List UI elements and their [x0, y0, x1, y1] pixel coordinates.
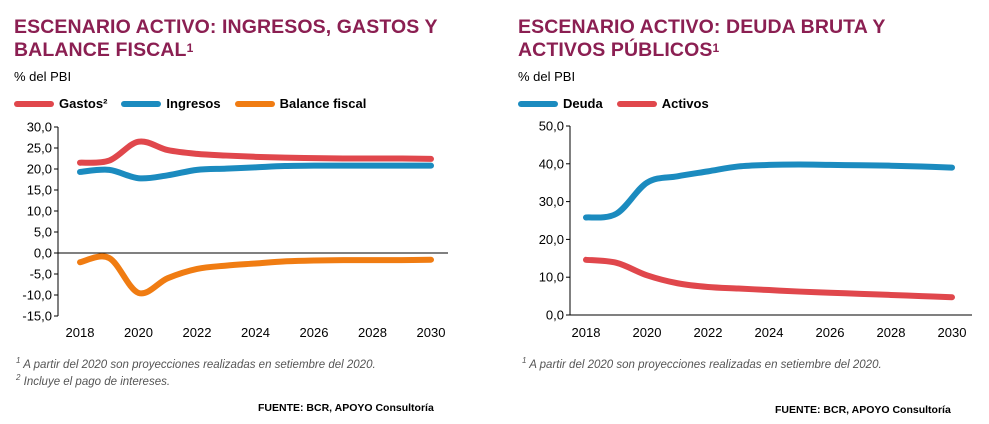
left-ytick-label: 0,0 [34, 246, 52, 261]
left-series-line-0 [77, 138, 434, 166]
legend-item-deuda: Deuda [518, 96, 603, 111]
left-footnote-2: 2 Incluye el pago de intereses. [16, 373, 170, 388]
left-footnote-2-mark: 2 [16, 373, 21, 382]
right-ytick-label: 20,0 [539, 232, 564, 247]
right-title-line1: ESCENARIO ACTIVO: DEUDA BRUTA Y [518, 16, 886, 38]
right-title-line2: ACTIVOS PÚBLICOS [518, 39, 713, 61]
legend-swatch-activos [616, 100, 657, 107]
right-xtick-label: 2024 [755, 325, 784, 340]
left-title-line1: ESCENARIO ACTIVO: INGRESOS, GASTOS Y [14, 16, 438, 38]
right-footnote-1-mark: 1 [522, 356, 527, 365]
left-xtick-label: 2028 [358, 325, 387, 340]
right-ytick-label: 10,0 [539, 270, 564, 285]
left-xtick-label: 2024 [241, 325, 270, 340]
right-unit-label: % del PBI [518, 69, 576, 84]
legend-item-gastos: Gastos² [14, 96, 107, 111]
left-xtick-label: 2030 [417, 325, 446, 340]
right-series-line-1 [583, 256, 955, 301]
right-xtick-label: 2026 [816, 325, 845, 340]
right-ytick-label: 40,0 [539, 156, 564, 171]
right-legend: Deuda Activos [518, 96, 723, 111]
right-chart-title: ESCENARIO ACTIVO: DEUDA BRUTA Y ACTIVOS … [518, 16, 885, 62]
right-ytick-label: 50,0 [539, 119, 564, 134]
left-title-line2-wrap: BALANCE FISCAL1 [14, 39, 438, 62]
left-xtick-label: 2026 [300, 325, 329, 340]
right-xtick-label: 2022 [694, 325, 723, 340]
left-title-line2: BALANCE FISCAL [14, 39, 187, 61]
legend-item-balance: Balance fiscal [234, 96, 367, 111]
left-series-line-2 [77, 253, 434, 297]
left-unit-label: % del PBI [14, 69, 72, 84]
legend-swatch-balance [234, 100, 275, 107]
legend-swatch-deuda [518, 100, 558, 107]
left-ytick-label: 30,0 [27, 120, 52, 135]
legend-item-activos: Activos [616, 96, 709, 111]
legend-label-deuda: Deuda [563, 96, 603, 111]
legend-item-ingresos: Ingresos [121, 96, 221, 111]
left-ytick-label: -10,0 [22, 288, 52, 303]
left-ytick-label: 20,0 [27, 162, 52, 177]
left-title-footnote-mark: 1 [186, 41, 194, 55]
right-xtick-label: 2028 [877, 325, 906, 340]
right-source: FUENTE: BCR, APOYO Consultoría [775, 404, 951, 416]
right-line-chart: 50,0 40,0 30,0 20,0 10,0 0,0 2018 2020 2022 2024 2… [539, 119, 972, 340]
legend-label-ingresos: Ingresos [166, 96, 221, 111]
left-footnote-1-mark: 1 [16, 356, 21, 365]
left-footnote-2-text: Incluye el pago de intereses. [20, 375, 171, 388]
left-line-chart: 30,0 25,0 20,0 15,0 10,0 5,0 0,0 -5,0 -10,0 -15,0… [22, 120, 448, 340]
legend-label-gastos: Gastos² [59, 96, 108, 111]
left-footnote-1: 1 A partir del 2020 son proyecciones rea… [16, 356, 376, 371]
left-legend: Gastos² Ingresos Balance fiscal [14, 96, 380, 111]
left-ytick-label: 15,0 [27, 183, 52, 198]
right-series-line-0 [583, 161, 955, 221]
left-xtick-label: 2020 [124, 325, 153, 340]
left-series-line-1 [77, 162, 434, 182]
right-xtick-label: 2030 [938, 325, 967, 340]
legend-swatch-ingresos [121, 100, 162, 107]
left-ytick-label: 10,0 [27, 204, 52, 219]
left-ytick-label: 5,0 [34, 225, 52, 240]
right-title-footnote-mark: 1 [712, 41, 720, 55]
left-source: FUENTE: BCR, APOYO Consultoría [258, 402, 434, 414]
left-xtick-label: 2018 [66, 325, 95, 340]
left-ytick-label: -5,0 [30, 267, 52, 282]
left-chart-title: ESCENARIO ACTIVO: INGRESOS, GASTOS Y BAL… [14, 16, 438, 62]
right-xtick-label: 2018 [572, 325, 601, 340]
left-footnote-1-text: A partir del 2020 son proyecciones reali… [20, 358, 376, 371]
right-xtick-label: 2020 [633, 325, 662, 340]
left-ytick-label: -15,0 [22, 309, 52, 324]
right-footnote-1: 1 A partir del 2020 son proyecciones rea… [522, 356, 882, 371]
legend-label-activos: Activos [661, 96, 709, 111]
left-xtick-label: 2022 [183, 325, 212, 340]
right-ytick-label: 0,0 [546, 308, 564, 323]
left-ytick-label: 25,0 [27, 141, 52, 156]
right-footnote-1-text: A partir del 2020 son proyecciones reali… [526, 358, 882, 371]
right-title-line2-wrap: ACTIVOS PÚBLICOS1 [518, 39, 885, 62]
legend-label-balance: Balance fiscal [279, 96, 367, 111]
right-ytick-label: 30,0 [539, 194, 564, 209]
legend-swatch-gastos [14, 100, 54, 107]
